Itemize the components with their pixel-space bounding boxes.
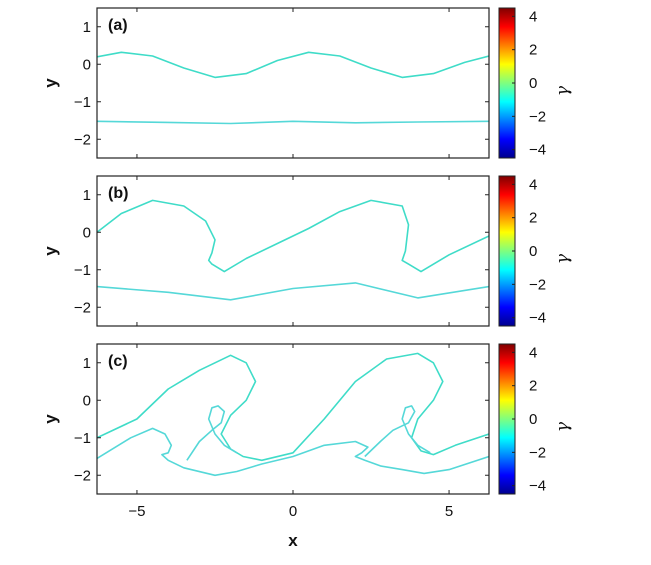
series-line-2 <box>186 405 238 461</box>
panel-2: 1 0 −1 −2 −5 0 5 (c) y x 4 2 0 −2 −4 γ <box>41 343 573 550</box>
y-tick-label: −2 <box>74 467 91 484</box>
colorbar-label: γ <box>553 85 573 96</box>
series-line-0 <box>97 51 489 79</box>
colorbar-tick-label: −2 <box>529 276 546 293</box>
colorbar-tick-label: 4 <box>529 176 537 193</box>
panel-label: (b) <box>108 185 128 202</box>
x-tick-label: 5 <box>445 503 453 520</box>
y-tick-label: −1 <box>74 94 91 111</box>
colorbar-tick-label: −2 <box>529 444 546 461</box>
series-line-0 <box>97 199 489 273</box>
panel-label: (c) <box>108 353 128 370</box>
y-tick-label: −1 <box>74 430 91 447</box>
series-line-3 <box>364 405 431 458</box>
y-tick-label: 1 <box>83 355 91 372</box>
panel-label: (a) <box>108 17 128 34</box>
y-tick-label: 0 <box>83 56 91 73</box>
y-tick-label: −2 <box>74 131 91 148</box>
x-tick-label: 0 <box>289 503 297 520</box>
colorbar-tick-label: 0 <box>529 243 537 260</box>
colorbar-tick-label: 0 <box>529 75 537 92</box>
y-tick-label: −1 <box>74 262 91 279</box>
y-axis-label: y <box>41 78 60 88</box>
series-line-1 <box>97 282 489 301</box>
colorbar-tick-label: −2 <box>529 108 546 125</box>
series-line-1 <box>97 120 489 125</box>
colorbar-tick-label: 4 <box>529 8 537 25</box>
x-axis-label: x <box>288 531 298 550</box>
panel-0: 1 0 −1 −2 (a) y 4 2 0 −2 −4 γ <box>41 7 573 159</box>
y-tick-label: 0 <box>83 392 91 409</box>
colorbar-tick-label: 2 <box>529 210 537 227</box>
axes-box <box>96 7 490 159</box>
x-tick-label: −5 <box>128 503 145 520</box>
colorbar-tick-label: 0 <box>529 411 537 428</box>
colorbar-tick-label: −4 <box>529 142 546 159</box>
y-axis-label: y <box>41 246 60 256</box>
colorbar-label: γ <box>553 253 573 264</box>
axes-box <box>96 175 490 327</box>
y-tick-label: 1 <box>83 19 91 36</box>
colorbar-tick-label: 4 <box>529 344 537 361</box>
y-tick-label: 0 <box>83 224 91 241</box>
colorbar-tick-label: −4 <box>529 310 546 327</box>
y-tick-label: −2 <box>74 299 91 316</box>
series-line-0 <box>97 352 489 462</box>
colorbar-tick-label: 2 <box>529 378 537 395</box>
axes-box <box>96 343 490 495</box>
colorbar-label: γ <box>553 421 573 432</box>
y-axis-label: y <box>41 414 60 424</box>
series-line-1 <box>97 427 489 477</box>
colorbar-tick-label: −4 <box>529 478 546 495</box>
panel-1: 1 0 −1 −2 (b) y 4 2 0 −2 −4 γ <box>41 175 573 327</box>
colorbar-tick-label: 2 <box>529 42 537 59</box>
y-tick-label: 1 <box>83 187 91 204</box>
